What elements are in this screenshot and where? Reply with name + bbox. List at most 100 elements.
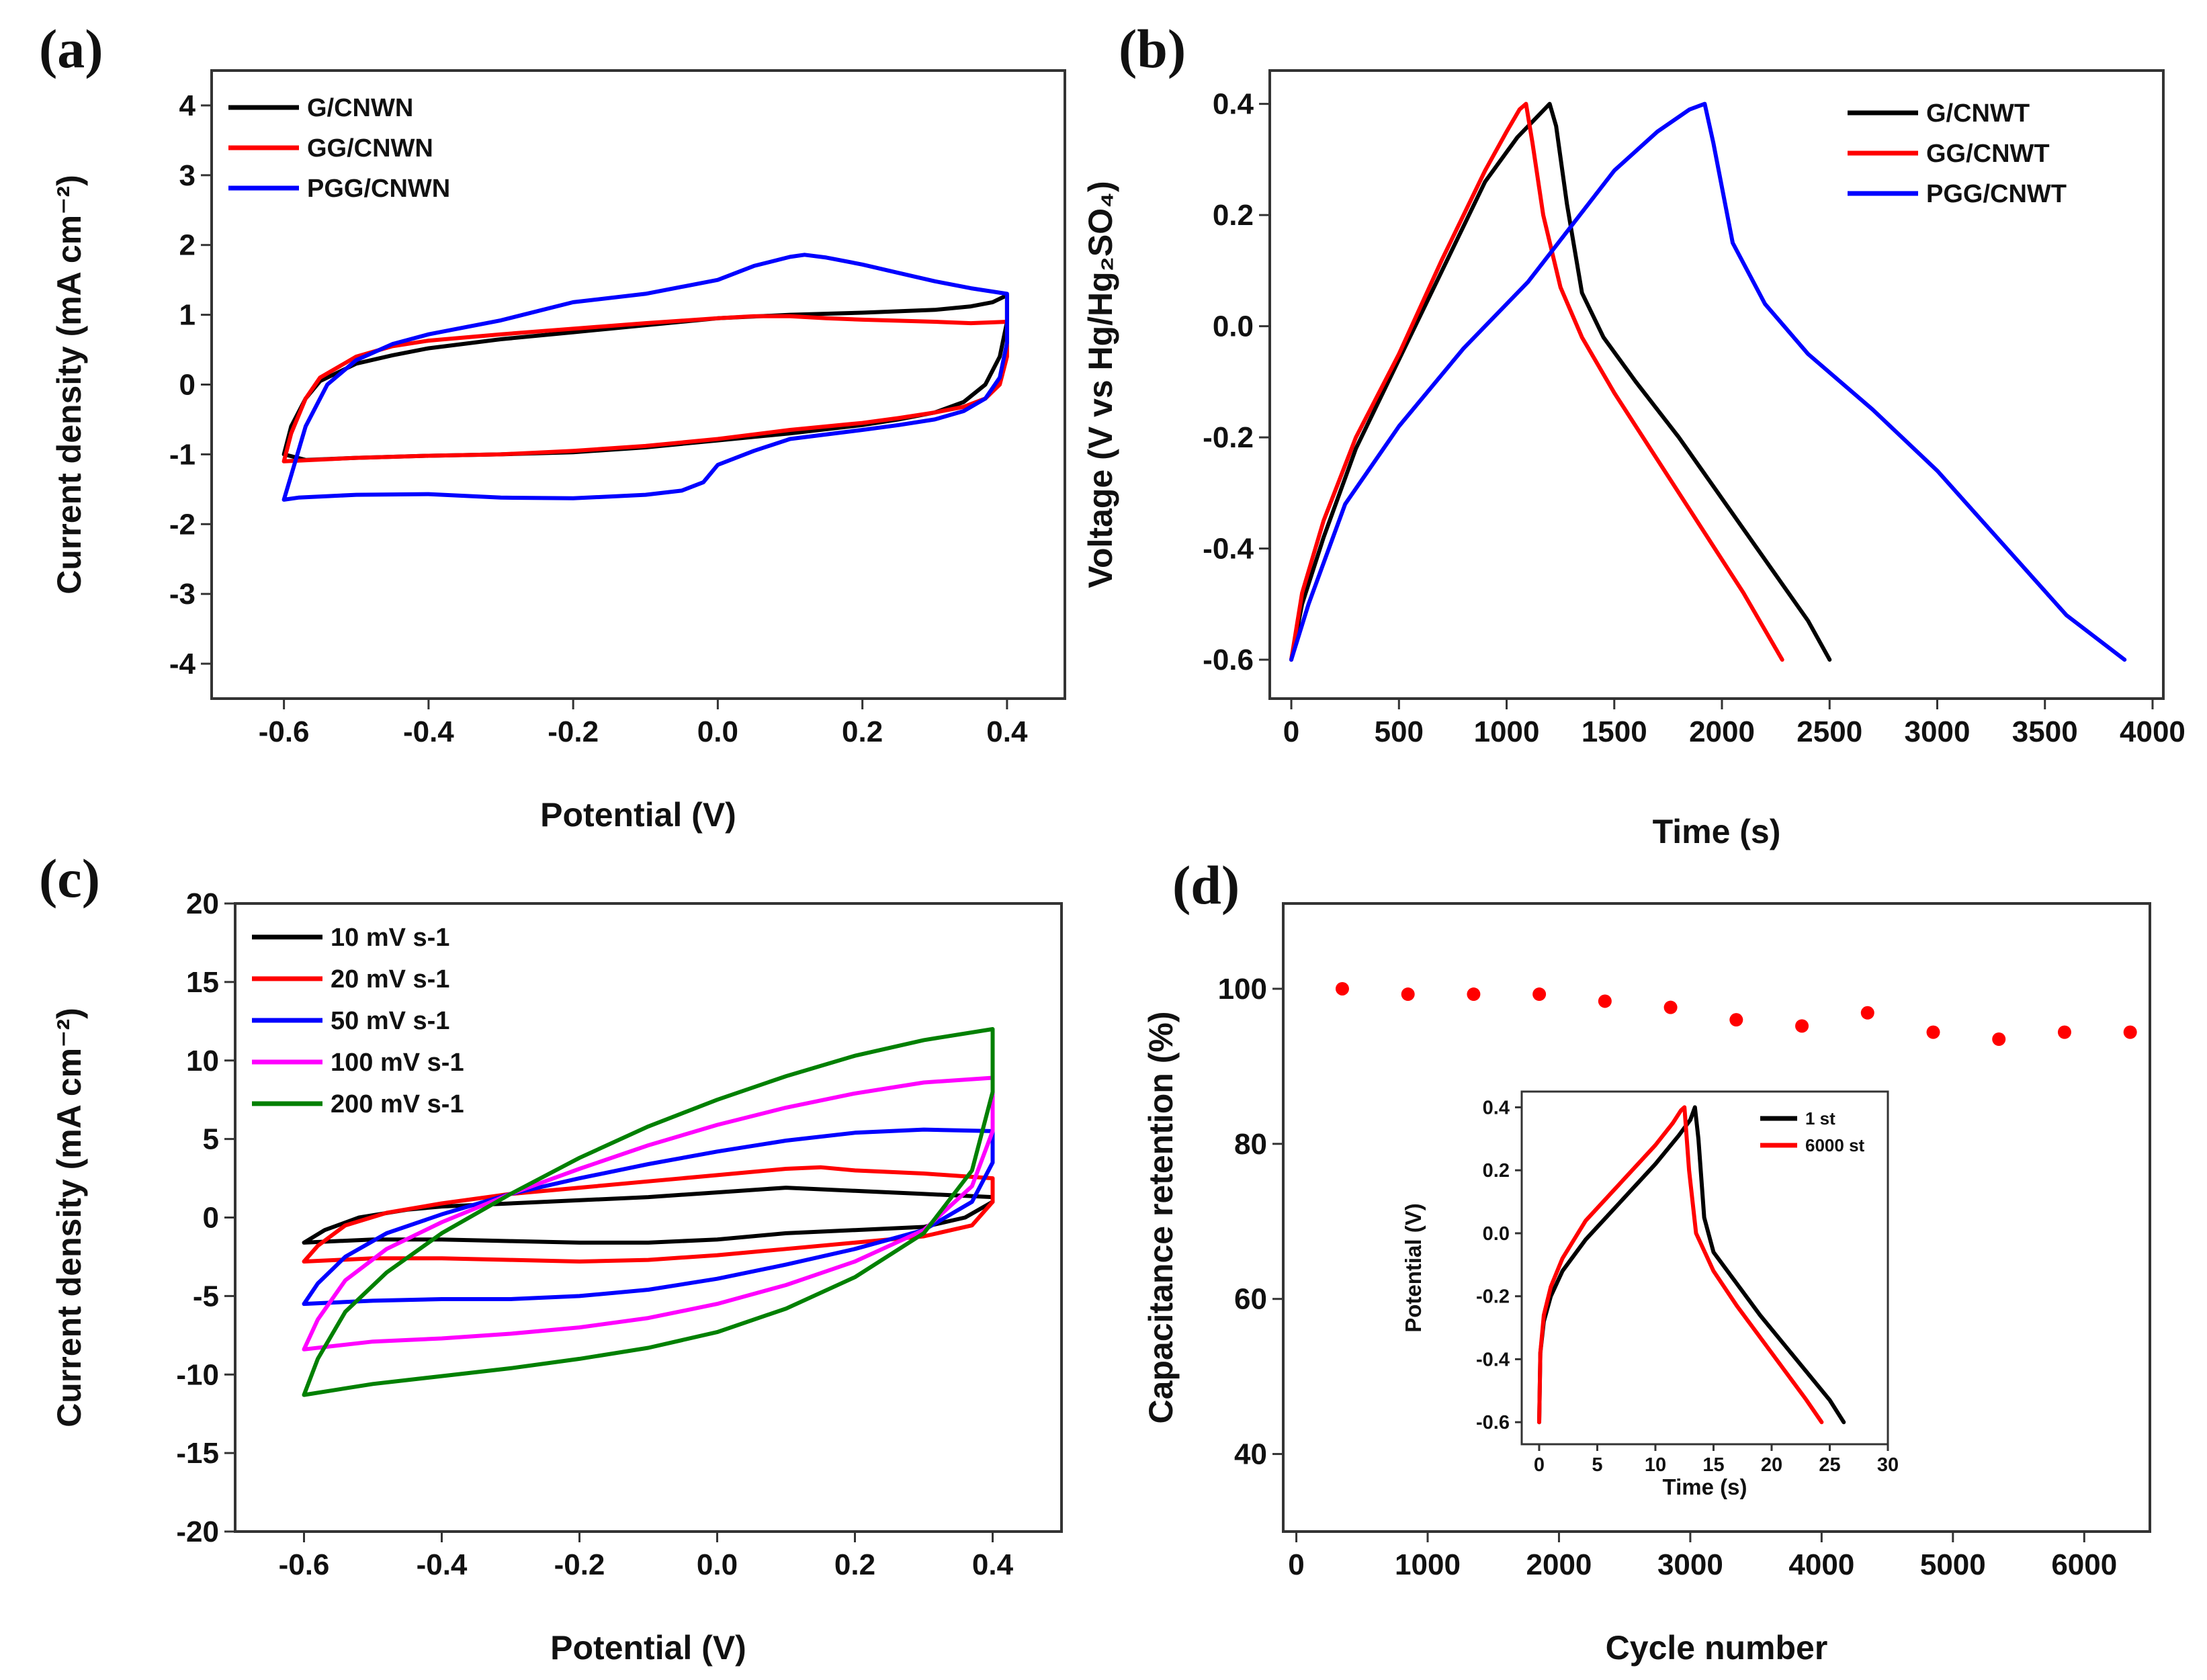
- x-axis-label: Potential (V): [540, 796, 736, 834]
- x-tick-label: -0.2: [554, 1548, 605, 1581]
- y-tick-label: -2: [169, 508, 196, 541]
- x-tick-label: 1000: [1395, 1548, 1461, 1581]
- x-tick-label: 0.2: [834, 1548, 875, 1581]
- x-tick-label: 20: [1761, 1454, 1782, 1476]
- x-tick-label: 1000: [1474, 715, 1540, 748]
- legend-label-1-st: 1 st: [1805, 1108, 1835, 1129]
- y-tick-label: 4: [179, 89, 196, 122]
- data-point: [1795, 1019, 1809, 1033]
- chart-c-plot: -0.6 -0.4 -0.2 0.0 0.2 0.4 -20 -15 -10 -5 0 5 10 15 20…: [50, 887, 1063, 1667]
- data-point: [1467, 987, 1481, 1002]
- series-line-gg-cnwn: [282, 314, 1009, 463]
- legend-label-50-mv-s-1: 50 mV s-1: [331, 1007, 449, 1035]
- legend-label-6000-st: 6000 st: [1805, 1135, 1865, 1155]
- y-tick-label: 0.4: [1483, 1097, 1510, 1118]
- y-tick-label: -20: [176, 1515, 219, 1548]
- series-line-pgg-cnwn: [282, 253, 1009, 502]
- y-tick-label: 20: [186, 887, 219, 920]
- series-line-6000-st: [1537, 1105, 1824, 1425]
- panel-b: (b) 0 500 1000 1500 2000 2500 3000 3500 4000 -0.6…: [1082, 18, 2186, 850]
- legend-label-g-cnwn: G/CNWN: [307, 94, 413, 122]
- x-axis-label: Potential (V): [550, 1629, 746, 1667]
- legend-label-200-mv-s-1: 200 mV s-1: [331, 1090, 464, 1118]
- y-axis-label: Current density (mA cm⁻²): [50, 1008, 88, 1427]
- y-tick-label: 0.0: [1213, 310, 1254, 343]
- x-tick-label: -0.6: [279, 1548, 330, 1581]
- y-tick-label: 2: [179, 229, 196, 262]
- series-line-50-mv-s-1: [302, 1127, 995, 1307]
- x-tick-label: 0: [1288, 1548, 1304, 1581]
- y-tick-label: 0: [179, 369, 196, 402]
- panel-label-a: (a): [39, 18, 103, 79]
- x-tick-label: 10: [1645, 1454, 1666, 1476]
- x-tick-label: -0.6: [259, 715, 310, 748]
- y-tick-label: 0.2: [1483, 1160, 1510, 1182]
- x-tick-label: 3500: [2012, 715, 2078, 748]
- plot-frame: [1520, 1090, 1889, 1446]
- plot-frame: [1282, 902, 2151, 1533]
- series-line-10-mv-s-1: [302, 1186, 995, 1245]
- x-tick-label: 25: [1819, 1454, 1840, 1476]
- y-tick-label: 15: [186, 966, 219, 999]
- chart-a-plot: -0.6 -0.4 -0.2 0.0 0.2 0.4 -4 -3 -2 -1 0 1 2 3 4 Potent…: [50, 69, 1066, 834]
- y-tick-label: 60: [1234, 1283, 1267, 1316]
- x-tick-label: 2000: [1526, 1548, 1592, 1581]
- y-tick-label: -5: [193, 1280, 219, 1313]
- data-point: [1729, 1013, 1743, 1027]
- x-tick-label: 0.2: [842, 715, 883, 748]
- y-tick-label: 5: [203, 1123, 219, 1156]
- y-tick-label: -1: [169, 438, 196, 471]
- panel-c: (c) -0.6 -0.4 -0.2 0.0 0.2 0.4 -20 -15 -10 -5 0 5 10…: [39, 848, 1063, 1667]
- panel-a: (a) -0.6 -0.4 -0.2 0.0 0.2 0.4 -4 -3 -2 -1 0 1 2 3 4 Po…: [39, 18, 1066, 834]
- x-tick-label: 5000: [1920, 1548, 1986, 1581]
- y-tick-label: -0.2: [1476, 1286, 1510, 1308]
- legend-label-10-mv-s-1: 10 mV s-1: [331, 924, 449, 952]
- x-tick-label: 4000: [2120, 715, 2186, 748]
- plot-frame: [1268, 69, 2165, 700]
- y-tick-label: 80: [1234, 1128, 1267, 1161]
- x-tick-label: 2000: [1689, 715, 1755, 748]
- x-axis-label: Time (s): [1663, 1474, 1747, 1499]
- y-tick-label: -0.4: [1476, 1349, 1510, 1370]
- series-line-g-cnwt: [1289, 101, 1832, 662]
- y-axis-label: Potential (V): [1401, 1203, 1426, 1333]
- data-point: [1992, 1032, 2006, 1047]
- series-line-200-mv-s-1: [302, 1027, 995, 1397]
- y-tick-label: 0.0: [1483, 1223, 1510, 1245]
- data-point: [1598, 994, 1612, 1008]
- y-tick-label: -15: [176, 1437, 219, 1470]
- y-tick-label: -0.6: [1476, 1412, 1510, 1433]
- chart-d-inset-plot: 0 5 10 15 20 25 30 -0.6 -0.4 -0.2 0.0 0.2 0.4 Time (s…: [1401, 1090, 1899, 1499]
- data-point: [1926, 1025, 1940, 1039]
- x-tick-label: 0: [1283, 715, 1299, 748]
- panel-d: (d) 0 1000 2000 3000 4000 5000 6000406080100Cy…: [1142, 854, 2151, 1667]
- x-tick-label: -0.2: [548, 715, 599, 748]
- legend-label-20-mv-s-1: 20 mV s-1: [331, 965, 449, 993]
- legend-label-gg-cnwt: GG/CNWT: [1926, 140, 2050, 168]
- y-tick-label: 10: [186, 1045, 219, 1077]
- panel-label-d: (d): [1172, 854, 1240, 916]
- x-tick-label: 3000: [1905, 715, 1971, 748]
- legend-label-100-mv-s-1: 100 mV s-1: [331, 1049, 464, 1077]
- x-tick-label: 0.4: [972, 1548, 1014, 1581]
- series-line-pgg-cnwt: [1289, 101, 2127, 662]
- legend-label-gg-cnwn: GG/CNWN: [307, 134, 433, 163]
- x-tick-label: 30: [1877, 1454, 1899, 1476]
- x-tick-label: 0.4: [986, 715, 1028, 748]
- data-point: [1860, 1006, 1874, 1020]
- y-axis-label: Voltage (V vs Hg/Hg₂SO₄): [1082, 181, 1119, 588]
- y-tick-label: -4: [169, 648, 196, 680]
- panel-label-b: (b): [1119, 18, 1186, 79]
- y-tick-label: -0.4: [1203, 533, 1254, 566]
- data-point: [2123, 1025, 2137, 1039]
- y-tick-label: 100: [1218, 973, 1267, 1006]
- y-tick-label: 1: [179, 299, 196, 332]
- panel-label-c: (c): [39, 848, 100, 909]
- x-tick-label: 1500: [1582, 715, 1647, 748]
- y-tick-label: 0.2: [1213, 199, 1254, 232]
- plot-frame: [210, 69, 1066, 700]
- data-point: [2057, 1025, 2071, 1039]
- legend-label-pgg-cnwt: PGG/CNWT: [1926, 180, 2067, 208]
- x-tick-label: 6000: [2051, 1548, 2117, 1581]
